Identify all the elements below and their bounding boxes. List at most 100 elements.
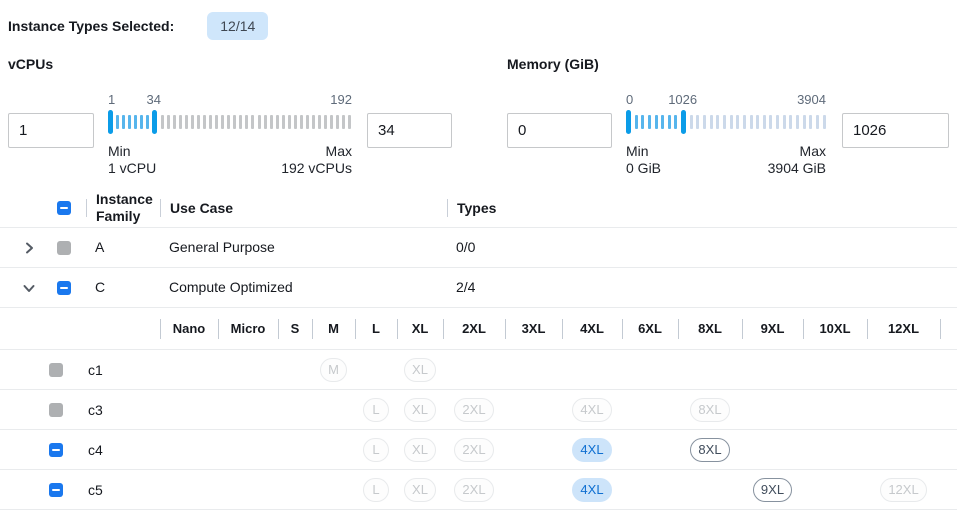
memory-max-input[interactable] xyxy=(842,113,949,148)
slider-tick xyxy=(202,115,206,129)
size-pill-xl: XL xyxy=(404,477,436,502)
memory-min-value: 0 GiB xyxy=(626,160,662,176)
slider-tick xyxy=(762,115,766,129)
family-name: C xyxy=(95,279,106,295)
slider-tick xyxy=(178,115,182,129)
instance-name: c1 xyxy=(88,361,103,378)
slider-tick xyxy=(802,115,806,129)
vcpus-ticks xyxy=(108,110,352,134)
vcpus-max-label: Max xyxy=(325,143,352,159)
instance-checkbox[interactable] xyxy=(49,442,63,457)
size-header-cell: Nano xyxy=(160,308,218,349)
slider-tick xyxy=(312,115,316,129)
family-name: A xyxy=(95,239,105,255)
slider-tick xyxy=(209,115,212,129)
size-header-cell: 2XL xyxy=(443,308,505,349)
size-header-cell: 4XL xyxy=(562,308,622,349)
memory-ticks xyxy=(626,110,826,134)
slider-tick xyxy=(122,115,126,129)
slider-tick xyxy=(269,115,273,129)
scale-start-label: 0 xyxy=(626,92,634,107)
memory-max-value: 3904 GiB xyxy=(767,160,826,176)
slider-tick xyxy=(215,115,219,129)
slider-tick xyxy=(221,115,225,129)
slider-tick xyxy=(293,115,297,129)
chevron-right-icon[interactable] xyxy=(21,240,37,256)
vcpus-max-input[interactable] xyxy=(367,113,452,148)
slider-tick xyxy=(184,115,188,129)
instance-name: c5 xyxy=(88,481,103,498)
vcpus-min-input[interactable] xyxy=(8,113,94,148)
slider-tick xyxy=(239,115,243,129)
instance-checkbox[interactable] xyxy=(49,482,63,497)
column-header-family: Instance Family xyxy=(96,191,153,224)
size-pill-l: L xyxy=(363,397,389,422)
slider-tick xyxy=(776,115,780,129)
vcpus-range-slider[interactable]: 1 34 192 Min Max 1 vCPU 192 vCPUs xyxy=(108,92,352,177)
slider-tick xyxy=(336,115,340,129)
slider-tick xyxy=(287,115,291,129)
size-header-cell: XL xyxy=(397,308,443,349)
scale-start-label: 1 xyxy=(108,92,116,107)
memory-max-label: Max xyxy=(799,143,826,159)
size-header-cell: S xyxy=(278,308,312,349)
slider-handle-min[interactable] xyxy=(626,110,631,134)
slider-tick xyxy=(140,115,144,129)
slider-tick xyxy=(245,115,249,129)
slider-tick xyxy=(641,115,645,129)
slider-tick xyxy=(696,115,700,129)
size-pill-12xl: 12XL xyxy=(880,477,927,502)
selected-label: Instance Types Selected: xyxy=(8,17,175,34)
size-header-cell: L xyxy=(355,308,397,349)
instance-checkbox xyxy=(49,362,63,377)
slider-tick xyxy=(654,115,658,129)
slider-tick xyxy=(160,115,164,129)
size-pill-l: L xyxy=(363,477,389,502)
size-header-cell: M xyxy=(312,308,355,349)
types-count: 0/0 xyxy=(456,239,476,255)
memory-range-slider[interactable]: 0 1026 3904 Min Max 0 GiB 3904 GiB xyxy=(626,92,826,177)
size-pill-4xl[interactable]: 4XL xyxy=(572,437,612,462)
size-header-filler xyxy=(940,308,957,349)
instance-row: c3 L XL 2XL 4XL 8XL xyxy=(0,390,957,430)
size-pill-8xl[interactable]: 8XL xyxy=(690,437,730,462)
vcpus-max-value: 192 vCPUs xyxy=(281,160,352,176)
size-pill-2xl: 2XL xyxy=(454,397,494,422)
slider-tick xyxy=(324,115,328,129)
instance-table: Instance Family Use Case Types A Gene xyxy=(0,189,957,510)
size-pill-2xl: 2XL xyxy=(454,437,494,462)
instance-name: c4 xyxy=(88,441,103,458)
instance-checkbox xyxy=(49,402,63,417)
size-header-row: Nano Micro S M L XL 2XL 3XL 4XL 6XL 8XL 9XL 10XL 12XL xyxy=(0,308,957,350)
slider-tick xyxy=(342,115,346,129)
column-header-types: Types xyxy=(457,199,497,216)
slider-tick xyxy=(281,115,285,129)
instance-rows: c1 M XL c3 L XL 2XL 4XL 8XL c4 L XL 2XL 4XL 8XL c5 L XL 2X… xyxy=(0,350,957,510)
vcpus-scale-labels: 1 34 192 xyxy=(108,92,352,110)
size-pill-4xl: 4XL xyxy=(572,397,612,422)
slider-tick xyxy=(647,115,651,129)
select-all-checkbox[interactable] xyxy=(57,201,71,215)
slider-tick xyxy=(330,115,334,129)
scale-end-label: 192 xyxy=(330,92,352,107)
filters: vCPUs 1 34 192 Min Max 1 vCPU 192 vCPUs xyxy=(0,42,957,177)
slider-tick xyxy=(318,115,322,129)
size-pill-l: L xyxy=(363,437,389,462)
chevron-down-icon[interactable] xyxy=(21,280,37,296)
vcpus-min-value: 1 vCPU xyxy=(108,160,157,176)
slider-tick xyxy=(299,115,303,129)
slider-tick xyxy=(736,115,740,129)
slider-handle-min[interactable] xyxy=(108,110,113,134)
size-header-cell: 3XL xyxy=(505,308,562,349)
size-pill-8xl: 8XL xyxy=(690,397,730,422)
size-pill-4xl[interactable]: 4XL xyxy=(572,477,612,502)
family-c-checkbox[interactable] xyxy=(57,280,71,295)
slider-tick xyxy=(674,115,678,129)
slider-handle-max[interactable] xyxy=(681,110,687,134)
memory-min-input[interactable] xyxy=(507,113,612,148)
size-pill-xl: XL xyxy=(404,437,436,462)
slider-tick xyxy=(722,115,726,129)
size-header-cell: 10XL xyxy=(803,308,867,349)
slider-handle-max[interactable] xyxy=(152,110,158,134)
size-pill-9xl[interactable]: 9XL xyxy=(752,477,793,502)
